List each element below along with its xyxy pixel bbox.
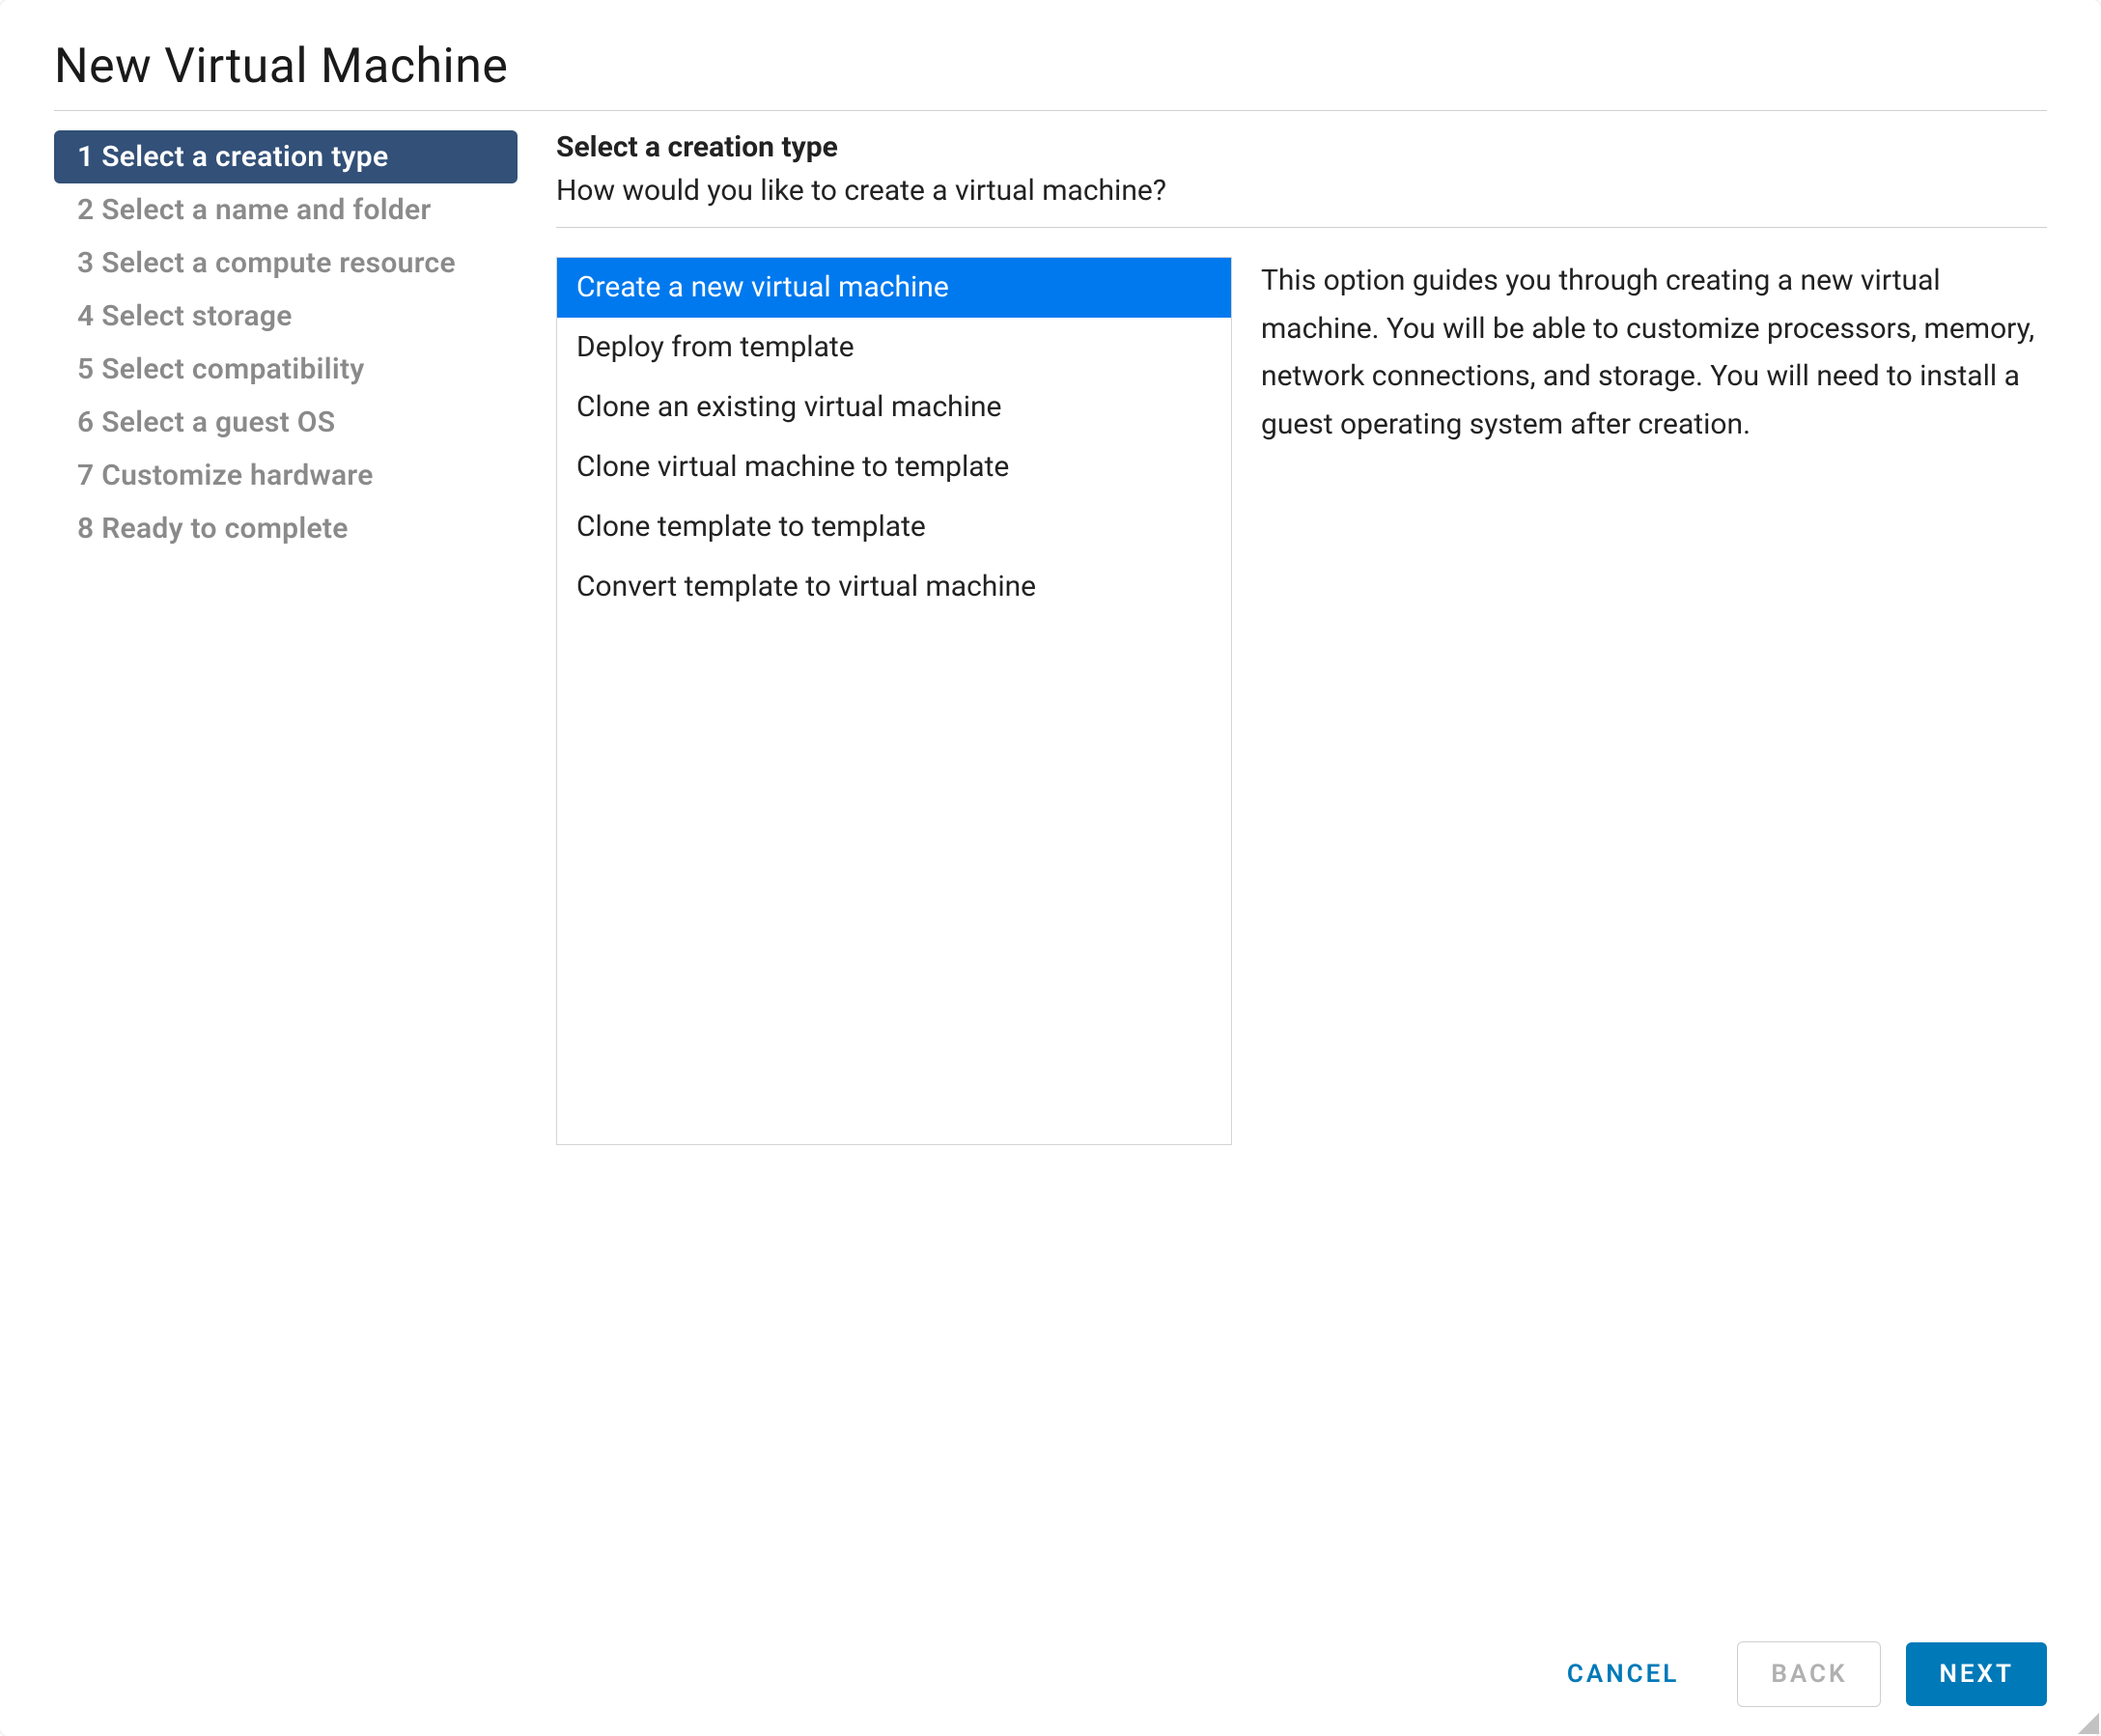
- creation-type-option[interactable]: Clone template to template: [557, 497, 1231, 557]
- creation-type-listbox[interactable]: Create a new virtual machineDeploy from …: [556, 257, 1232, 1145]
- main-title: Select a creation type: [556, 130, 2047, 164]
- creation-type-option[interactable]: Deploy from template: [557, 318, 1231, 378]
- back-button[interactable]: BACK: [1737, 1641, 1881, 1707]
- new-vm-dialog: New Virtual Machine 1 Select a creation …: [0, 0, 2101, 1736]
- dialog-footer: CANCEL BACK NEXT: [54, 1612, 2047, 1707]
- next-button[interactable]: NEXT: [1906, 1642, 2047, 1706]
- content-row: Create a new virtual machineDeploy from …: [556, 228, 2047, 1145]
- resize-handle-icon[interactable]: [2078, 1713, 2099, 1734]
- wizard-step-7[interactable]: 7 Customize hardware: [54, 449, 518, 502]
- creation-type-option[interactable]: Clone virtual machine to template: [557, 437, 1231, 497]
- step-list: 1 Select a creation type2 Select a name …: [54, 130, 518, 555]
- wizard-sidebar: 1 Select a creation type2 Select a name …: [54, 130, 518, 1612]
- creation-type-option[interactable]: Clone an existing virtual machine: [557, 378, 1231, 437]
- wizard-step-5[interactable]: 5 Select compatibility: [54, 343, 518, 396]
- wizard-step-2[interactable]: 2 Select a name and folder: [54, 183, 518, 237]
- option-description: This option guides you through creating …: [1261, 257, 2047, 1145]
- wizard-step-8[interactable]: 8 Ready to complete: [54, 502, 518, 555]
- wizard-step-4[interactable]: 4 Select storage: [54, 290, 518, 343]
- creation-type-option[interactable]: Convert template to virtual machine: [557, 557, 1231, 617]
- dialog-body: 1 Select a creation type2 Select a name …: [54, 111, 2047, 1612]
- wizard-step-1[interactable]: 1 Select a creation type: [54, 130, 518, 183]
- wizard-step-6[interactable]: 6 Select a guest OS: [54, 396, 518, 449]
- wizard-step-3[interactable]: 3 Select a compute resource: [54, 237, 518, 290]
- cancel-button[interactable]: CANCEL: [1534, 1642, 1712, 1706]
- main-panel: Select a creation type How would you lik…: [556, 130, 2047, 1612]
- dialog-title: New Virtual Machine: [54, 39, 2047, 111]
- main-subtitle: How would you like to create a virtual m…: [556, 174, 2047, 228]
- creation-type-option[interactable]: Create a new virtual machine: [557, 258, 1231, 318]
